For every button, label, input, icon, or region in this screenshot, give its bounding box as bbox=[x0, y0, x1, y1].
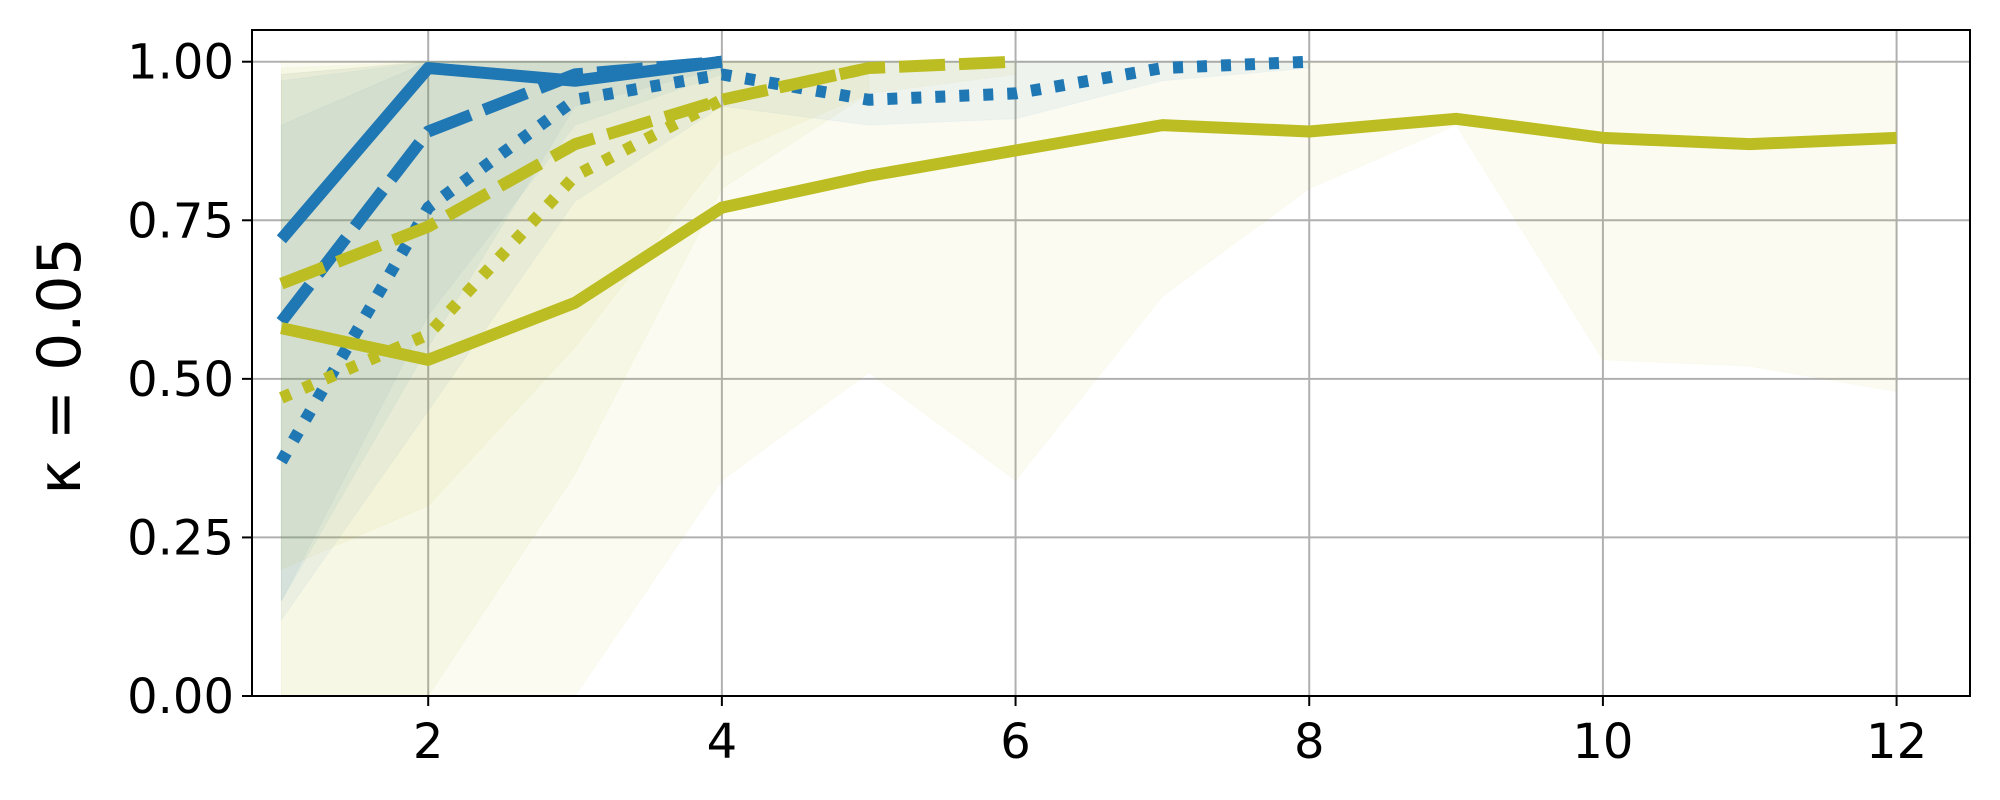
series-lines bbox=[276, 55, 1897, 465]
x-tick-label: 10 bbox=[1572, 714, 1633, 770]
x-tick-label: 2 bbox=[413, 714, 444, 770]
x-tick-label: 4 bbox=[707, 714, 738, 770]
series-2-line bbox=[276, 55, 723, 326]
axes: 2 4 6 8 10 12 0.00 0.25 0.50 0.75 1.00 bbox=[127, 29, 1971, 770]
y-tick-label: 0.00 bbox=[127, 669, 234, 725]
series-4-line bbox=[280, 112, 1897, 366]
x-tick-label: 6 bbox=[1000, 714, 1031, 770]
x-tick-label: 12 bbox=[1866, 714, 1927, 770]
series-1-band bbox=[280, 61, 723, 603]
series-5-band bbox=[280, 61, 1017, 570]
y-tick-label: 0.50 bbox=[127, 352, 234, 408]
series-4-band bbox=[280, 61, 1898, 697]
series-1-line bbox=[276, 55, 723, 244]
y-tick-label: 0.25 bbox=[127, 510, 234, 566]
series-5-line bbox=[279, 55, 1016, 290]
y-tick-label: 1.00 bbox=[127, 35, 234, 91]
x-tick-label: 8 bbox=[1294, 714, 1325, 770]
plot-area-frame bbox=[251, 29, 1971, 697]
y-tick-label: 0.75 bbox=[127, 193, 234, 249]
y-axis-label: κ = 0.05 bbox=[25, 237, 95, 494]
